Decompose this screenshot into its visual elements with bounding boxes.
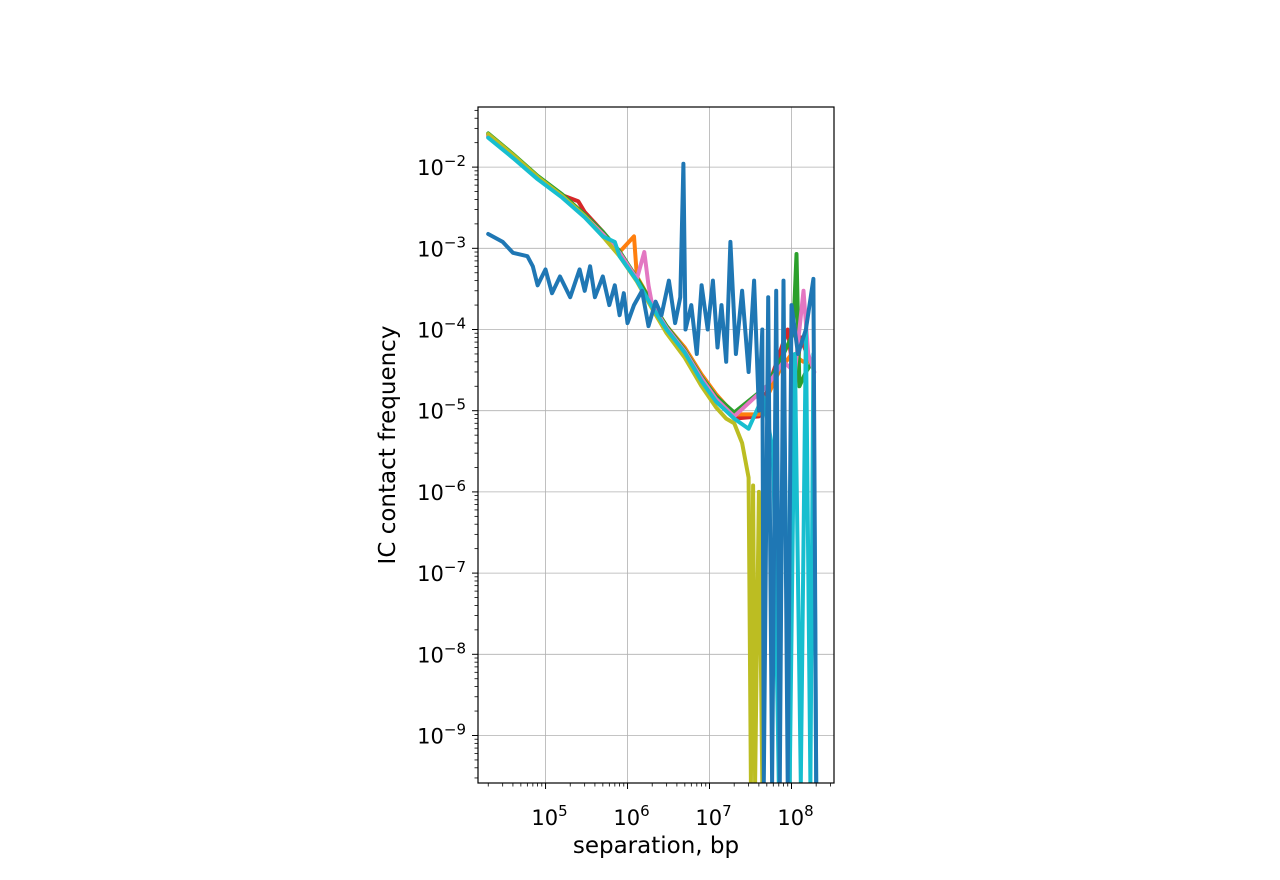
y-tick-label: 10−3 — [417, 233, 466, 261]
y-tick-label: 10−6 — [417, 477, 466, 505]
y-tick-label: 10−2 — [417, 152, 466, 180]
x-axis-label: separation, bp — [573, 833, 739, 859]
y-tick-label: 10−5 — [417, 396, 466, 424]
y-tick-label: 10−8 — [417, 639, 466, 667]
x-tick-label: 108 — [777, 802, 813, 830]
x-tick-label: 106 — [613, 802, 649, 830]
plot-frame — [477, 106, 835, 784]
x-tick-labels: 105 106 107 108 — [531, 802, 813, 830]
series-line-7 — [486, 161, 819, 783]
y-axis-label: IC contact frequency — [375, 326, 401, 565]
y-tick-labels: 10−2 10−3 10−4 10−5 10−6 10−7 10−8 10−9 — [417, 152, 466, 748]
minor-ticks — [474, 109, 832, 787]
x-tick-label: 105 — [531, 802, 567, 830]
y-tick-label: 10−7 — [417, 558, 466, 586]
major-ticks — [472, 166, 792, 789]
series-line-6 — [486, 135, 819, 783]
x-tick-label: 107 — [695, 802, 731, 830]
y-tick-label: 10−4 — [417, 315, 466, 343]
series-layer — [486, 131, 819, 783]
y-tick-label: 10−9 — [417, 720, 466, 748]
